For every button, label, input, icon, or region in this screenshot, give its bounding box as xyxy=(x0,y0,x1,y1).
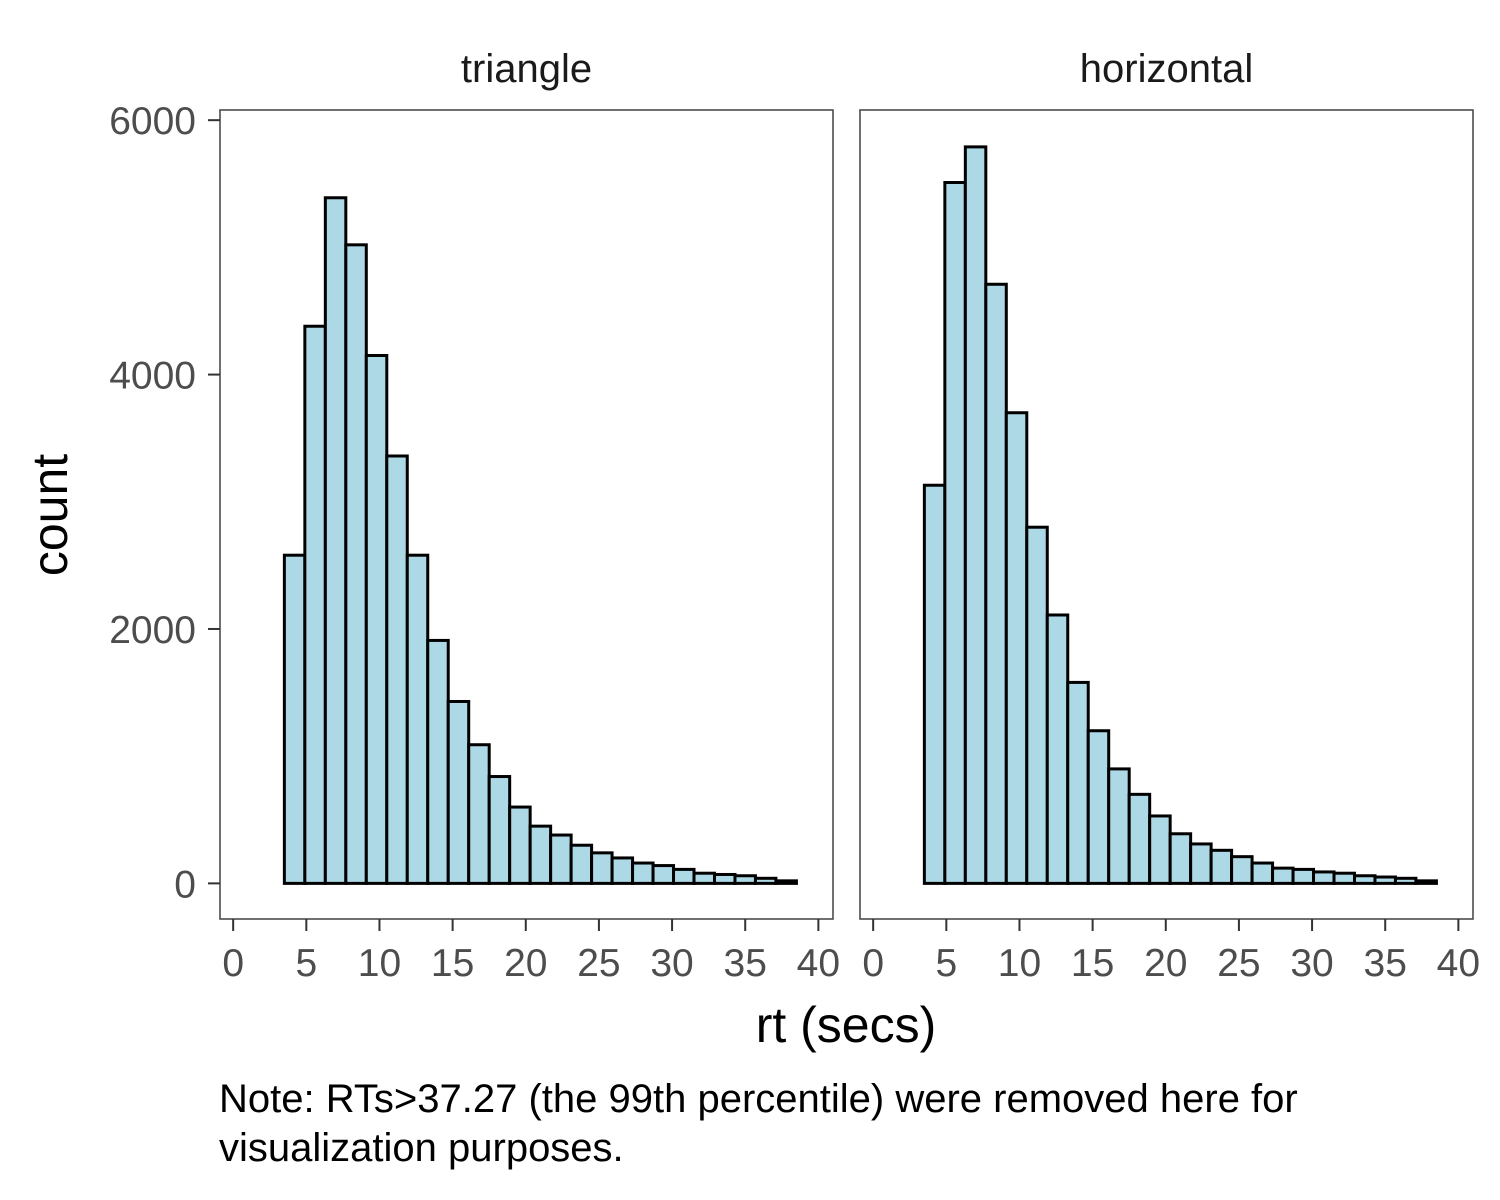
x-tick-label: 20 xyxy=(504,942,547,985)
histogram-bar xyxy=(1107,767,1131,885)
histogram-bar xyxy=(1148,814,1172,885)
histogram-bar xyxy=(549,833,573,885)
histogram-bar xyxy=(631,861,655,885)
histogram-bar xyxy=(1312,870,1336,885)
histogram-bar xyxy=(508,805,532,885)
x-tick-label: 30 xyxy=(650,942,693,985)
histogram-bar xyxy=(1271,866,1295,885)
histogram-bar xyxy=(733,874,757,885)
histogram-bar xyxy=(1066,680,1090,885)
histogram-bar xyxy=(753,876,778,885)
histogram-bar xyxy=(984,282,1008,885)
histogram-bar xyxy=(963,145,988,885)
x-tick-label: 0 xyxy=(862,942,884,985)
histogram-bar xyxy=(1209,848,1234,885)
histogram-bar xyxy=(1189,842,1213,885)
x-tick-label: 40 xyxy=(797,942,840,985)
histogram-bar xyxy=(1025,525,1049,885)
histogram-bar xyxy=(446,699,471,885)
histogram-bar xyxy=(569,843,594,885)
histogram-bar xyxy=(528,824,553,885)
x-tick-label: 10 xyxy=(998,942,1041,985)
histogram-bar xyxy=(1127,792,1152,885)
x-tick-label: 0 xyxy=(222,942,244,985)
histogram-bar xyxy=(405,553,430,885)
panels-layer: triangle 0 5 10 15 20 25 30 35 40 0 2000 4000 6000 hor… xyxy=(109,47,1480,985)
histogram-bar xyxy=(774,879,798,885)
x-tick-label: 15 xyxy=(1071,942,1114,985)
histogram-bar xyxy=(426,638,450,885)
histogram-bar xyxy=(943,181,967,885)
histogram-bar xyxy=(1004,411,1029,885)
histogram-bar xyxy=(590,851,614,885)
x-tick-label: 20 xyxy=(1144,942,1187,985)
x-tick-label: 10 xyxy=(358,942,401,985)
histogram-bar xyxy=(1250,861,1275,885)
histogram-bar xyxy=(610,856,635,885)
histogram-bar xyxy=(1393,876,1418,885)
histogram-bar xyxy=(467,743,491,885)
histogram-bar xyxy=(672,867,696,885)
histogram-bar xyxy=(487,775,512,885)
histogram-bar xyxy=(323,196,348,885)
y-tick-label: 4000 xyxy=(109,355,196,398)
x-tick-label: 5 xyxy=(935,942,957,985)
x-tick-label: 35 xyxy=(724,942,767,985)
facet-title-triangle: triangle xyxy=(461,47,592,91)
histogram-bar xyxy=(1045,613,1070,885)
histogram-bar xyxy=(1086,729,1111,885)
histogram-bar xyxy=(1332,871,1356,885)
panel-horizontal: horizontal 0 5 10 15 20 25 30 35 40 xyxy=(859,47,1480,985)
caption-note-line-1: Note: RTs>37.27 (the 99th percentile) we… xyxy=(219,1077,1298,1121)
histogram-bar xyxy=(712,872,737,885)
histogram-bar xyxy=(651,864,676,885)
x-tick-label: 5 xyxy=(295,942,317,985)
y-tick-label: 6000 xyxy=(109,100,196,143)
histogram-bar xyxy=(1230,855,1254,885)
x-tick-label: 40 xyxy=(1437,942,1480,985)
panel-triangle: triangle 0 5 10 15 20 25 30 35 40 0 2000 4000 6000 xyxy=(109,47,840,985)
caption-note-line-2: visualization purposes. xyxy=(219,1126,624,1170)
y-tick-label: 2000 xyxy=(109,609,196,652)
histogram-bar xyxy=(282,553,307,885)
histogram-bar xyxy=(1291,867,1316,885)
y-tick-label: 0 xyxy=(174,863,196,906)
histogram-bar xyxy=(364,353,389,885)
x-tick-label: 15 xyxy=(431,942,474,985)
histogram-bar xyxy=(922,483,947,885)
x-tick-label: 30 xyxy=(1290,942,1333,985)
histogram-bar xyxy=(344,243,368,885)
y-axis-title: count xyxy=(22,454,78,576)
histogram-bar xyxy=(385,454,409,885)
x-tick-label: 25 xyxy=(1217,942,1260,985)
histogram-bar xyxy=(692,871,716,885)
histogram-bar xyxy=(1373,875,1397,885)
x-axis-title: rt (secs) xyxy=(756,997,937,1053)
histogram-bar xyxy=(1414,879,1438,885)
x-tick-label: 35 xyxy=(1364,942,1407,985)
x-tick-label: 25 xyxy=(577,942,620,985)
histogram-bar xyxy=(1352,874,1377,885)
histogram-bar xyxy=(1168,832,1193,885)
histogram-bar xyxy=(303,324,327,885)
facet-title-horizontal: horizontal xyxy=(1080,47,1253,91)
